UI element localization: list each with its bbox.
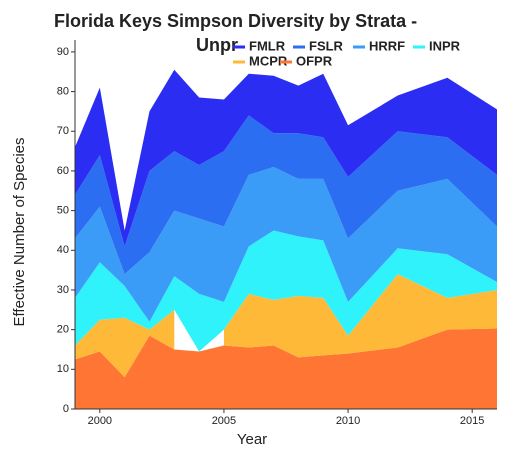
x-tick-label: 2015 xyxy=(460,415,484,427)
legend-label: OFPR xyxy=(296,53,333,68)
legend-label: INPR xyxy=(429,38,461,53)
y-tick-label: 90 xyxy=(57,46,69,58)
legend-label: FMLR xyxy=(249,38,286,53)
y-tick-label: 50 xyxy=(57,205,69,217)
chart-title: Unpr xyxy=(196,35,238,55)
legend: FMLR FSLR HRRF INPR MCPR OFPR xyxy=(233,38,461,68)
x-tick-label: 2000 xyxy=(88,415,112,427)
y-tick-label: 70 xyxy=(57,125,69,137)
area xyxy=(75,230,497,352)
legend-label: FSLR xyxy=(309,38,344,53)
y-tick-label: 0 xyxy=(63,403,69,415)
legend-label: MCPR xyxy=(249,53,288,68)
x-tick-label: 2005 xyxy=(212,415,236,427)
x-axis-label: Year xyxy=(237,431,267,448)
area xyxy=(75,328,497,409)
y-axis-label: Effective Number of Species xyxy=(11,138,28,327)
x-tick-label: 2010 xyxy=(336,415,360,427)
area xyxy=(75,69,497,247)
y-tick-label: 30 xyxy=(57,284,69,296)
y-tick-label: 40 xyxy=(57,244,69,256)
y-tick-label: 20 xyxy=(57,324,69,336)
legend-label: HRRF xyxy=(369,38,405,53)
y-tick-label: 10 xyxy=(57,363,69,375)
area xyxy=(75,115,497,275)
y-tick-label: 60 xyxy=(57,165,69,177)
y-tick-label: 80 xyxy=(57,85,69,97)
area xyxy=(75,274,497,378)
area xyxy=(75,166,497,322)
chart-title: Florida Keys Simpson Diversity by Strata… xyxy=(54,11,417,31)
plot-area xyxy=(75,69,497,409)
